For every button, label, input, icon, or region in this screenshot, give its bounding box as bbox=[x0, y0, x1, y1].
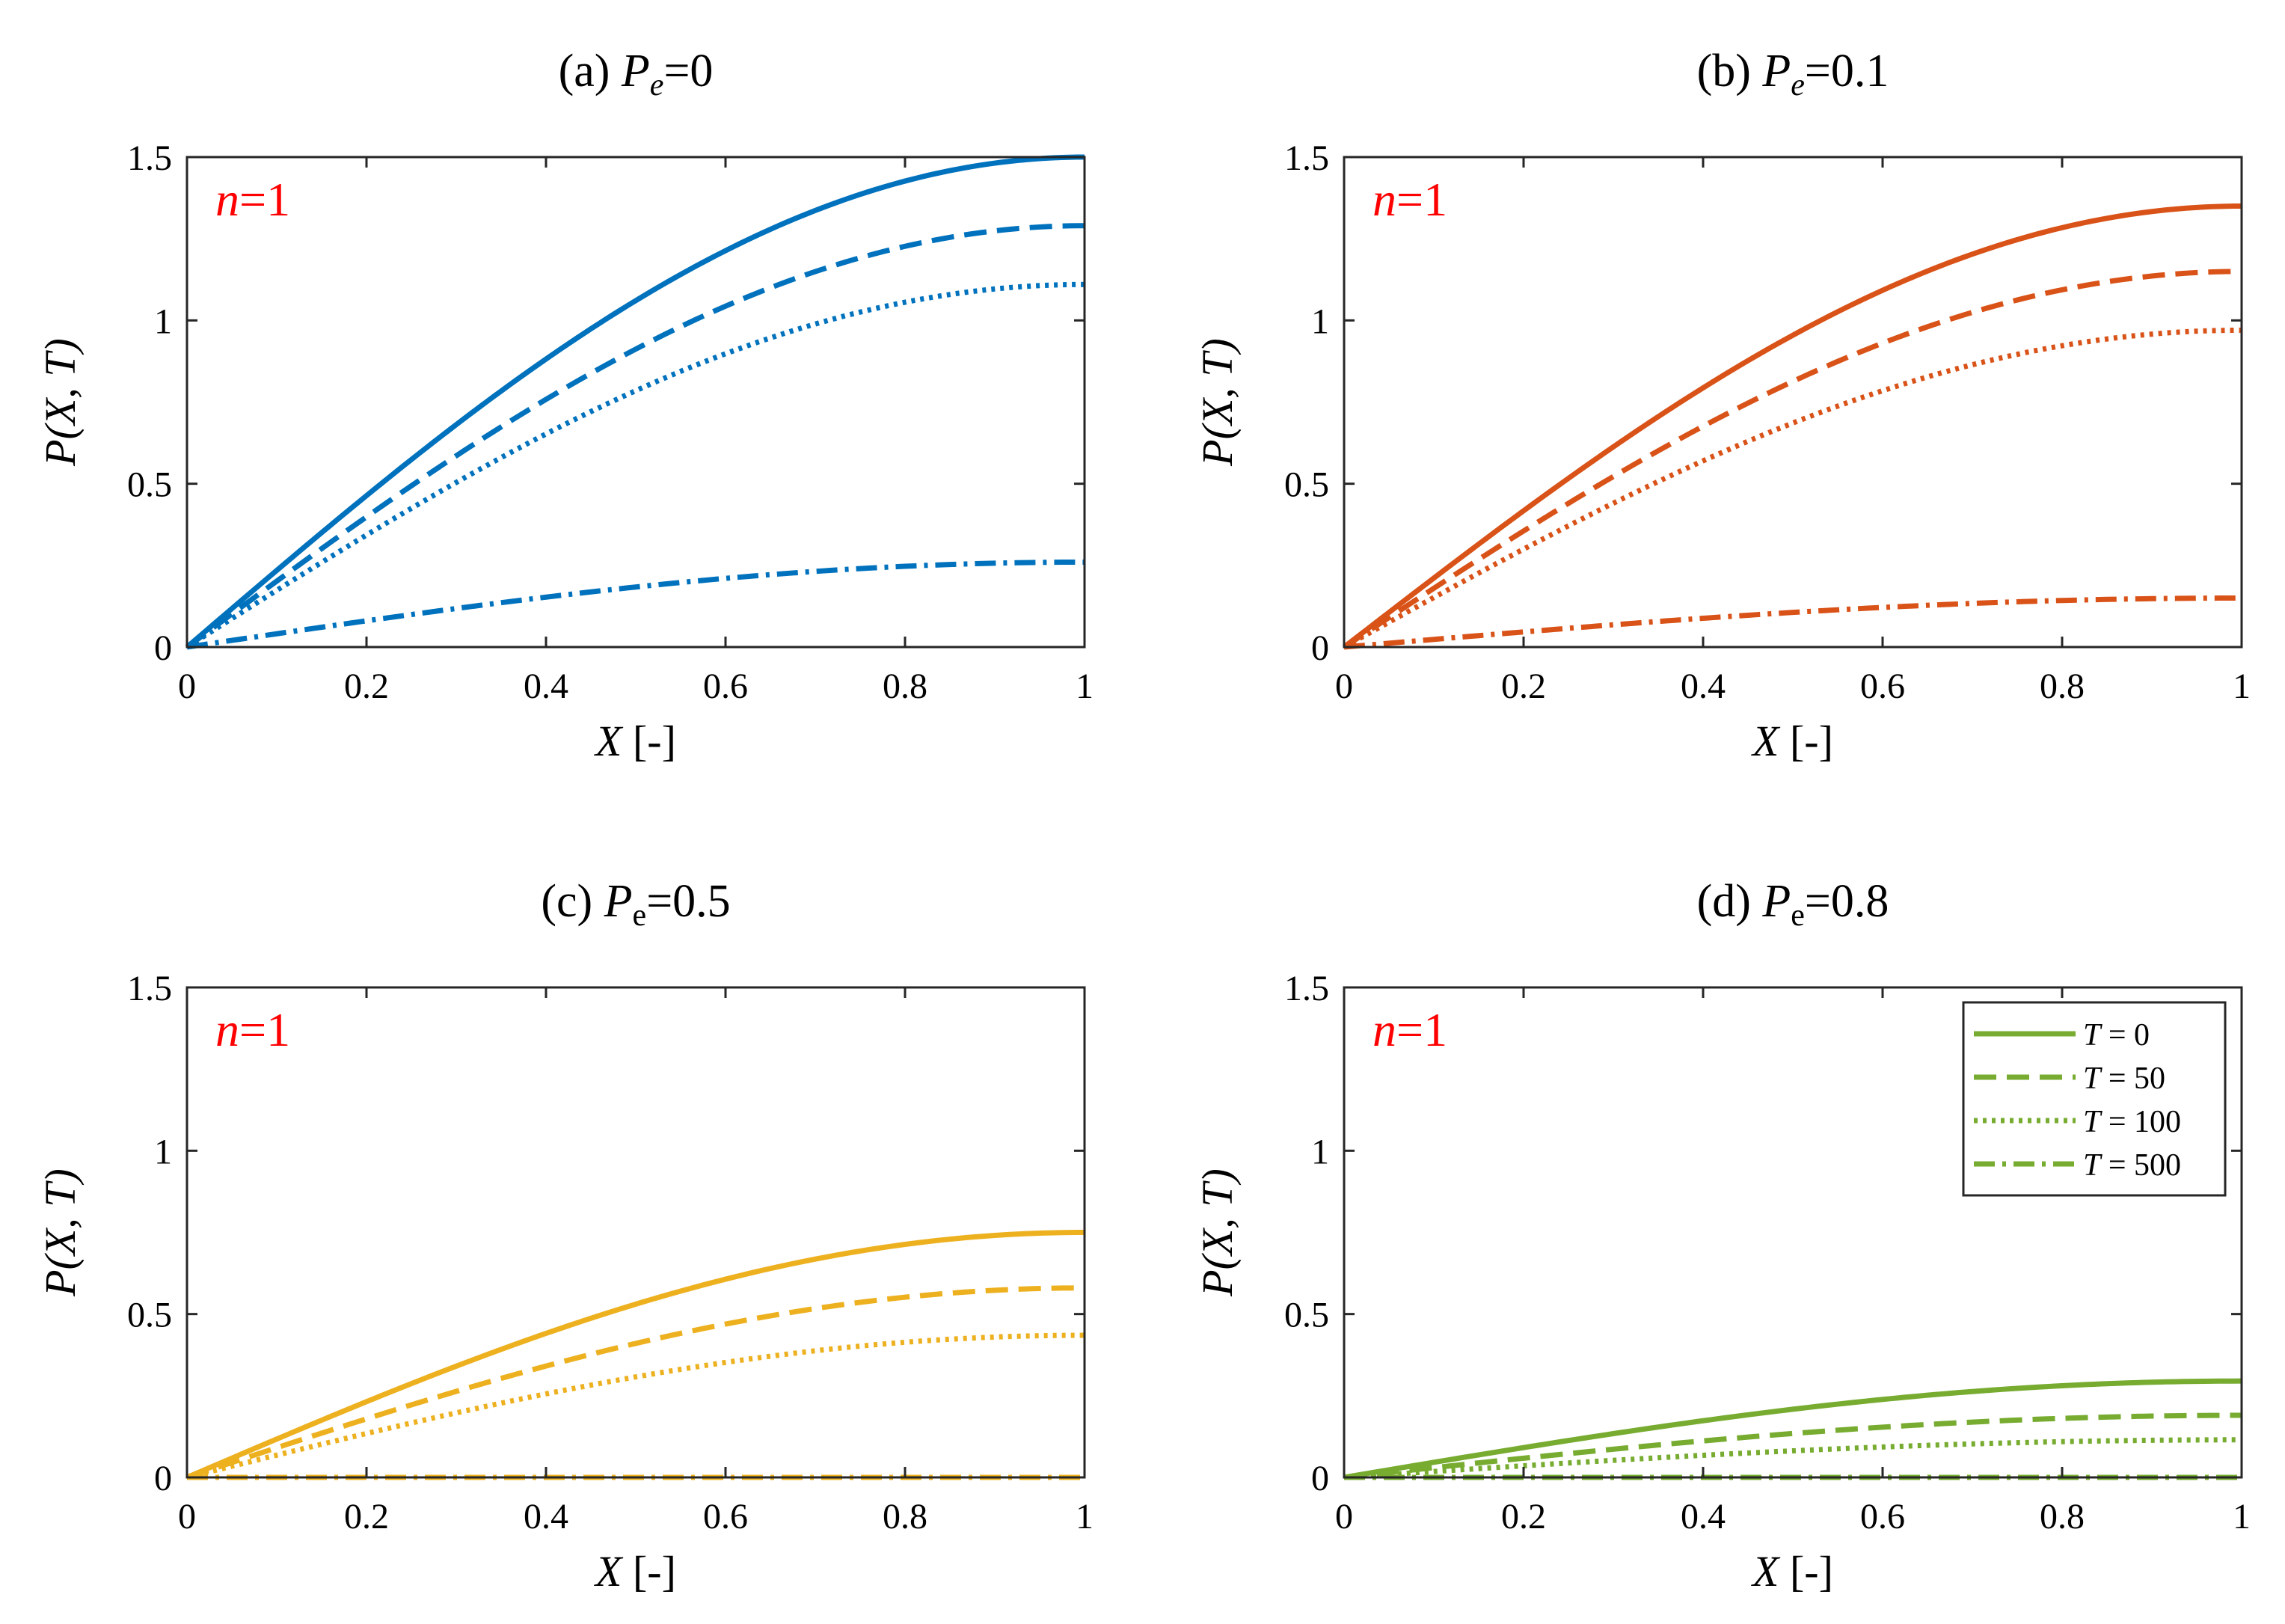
x-tick-label: 0 bbox=[1335, 667, 1353, 706]
subplot-title: (b) Pe=0.1 bbox=[1697, 46, 1889, 102]
y-axis-label: P(X, T) bbox=[36, 1168, 85, 1297]
x-tick-label: 0.8 bbox=[883, 1497, 927, 1536]
x-tick-label: 0 bbox=[178, 667, 196, 706]
y-tick-label: 0.5 bbox=[127, 1296, 172, 1335]
y-tick-label: 0 bbox=[1311, 628, 1329, 668]
x-tick-label: 0.2 bbox=[344, 667, 389, 706]
x-axis-label: X [-] bbox=[1751, 1547, 1833, 1596]
legend-label: T = 50 bbox=[2083, 1061, 2165, 1096]
subplot-title: (a) Pe=0 bbox=[559, 46, 714, 102]
y-tick-label: 1.5 bbox=[127, 969, 172, 1008]
x-tick-label: 0.6 bbox=[1860, 1497, 1905, 1536]
y-tick-label: 0 bbox=[1311, 1459, 1329, 1498]
n-annotation: n=1 bbox=[1372, 1003, 1447, 1056]
axes-box bbox=[185, 986, 1086, 1479]
x-axis-label: X [-] bbox=[594, 717, 676, 765]
subplot-a: (a) Pe=0 0 0.2 0.4 0.6 0.8 1 0 0.5 1 1.5 X [-] P(X, … bbox=[36, 46, 1094, 765]
axes-box bbox=[1343, 156, 2243, 649]
y-tick-label: 0.5 bbox=[1284, 1296, 1329, 1335]
y-tick-label: 0.5 bbox=[1284, 465, 1329, 505]
x-tick-label: 0.6 bbox=[1860, 667, 1905, 706]
n-annotation: n=1 bbox=[215, 1003, 290, 1056]
x-tick-label: 0.6 bbox=[703, 1497, 748, 1536]
x-tick-label: 0.2 bbox=[1501, 1497, 1546, 1536]
legend-label: T = 100 bbox=[2083, 1105, 2181, 1139]
x-tick-label: 1 bbox=[2233, 667, 2251, 706]
subplot-b: (b) Pe=0.1 0 0.2 0.4 0.6 0.8 1 0 0.5 1 1.5 X [-] P(X… bbox=[1193, 46, 2251, 765]
series-line-100 bbox=[1343, 327, 2242, 650]
series-line-50 bbox=[1343, 1412, 2242, 1480]
y-axis-label: P(X, T) bbox=[36, 338, 85, 467]
series-line-50 bbox=[1343, 269, 2242, 649]
x-tick-label: 0.4 bbox=[1681, 1497, 1726, 1536]
series-line-100 bbox=[185, 281, 1085, 649]
subplot-d: (d) Pe=0.8 0 0.2 0.4 0.6 0.8 1 0 0.5 1 1.5 X [-] P(X… bbox=[1193, 876, 2251, 1596]
x-tick-label: 0 bbox=[178, 1497, 196, 1536]
legend-label: T = 500 bbox=[2083, 1148, 2181, 1183]
n-annotation: n=1 bbox=[215, 173, 290, 226]
x-tick-label: 0.8 bbox=[883, 667, 927, 706]
series-line-100 bbox=[1343, 1437, 2242, 1480]
subplot-title: (c) Pe=0.5 bbox=[541, 876, 730, 933]
axes-box bbox=[1343, 986, 2243, 1479]
x-tick-label: 0.8 bbox=[2040, 667, 2085, 706]
series-line-0 bbox=[1342, 203, 2242, 649]
x-tick-label: 0.4 bbox=[524, 1497, 568, 1536]
y-tick-label: 1.5 bbox=[1284, 969, 1329, 1008]
x-tick-label: 0.8 bbox=[2040, 1497, 2085, 1536]
subplot-c: (c) Pe=0.5 0 0.2 0.4 0.6 0.8 1 0 0.5 1 1.5 X [-] P(X… bbox=[36, 876, 1094, 1596]
x-tick-label: 0.4 bbox=[1681, 667, 1726, 706]
y-tick-label: 1.5 bbox=[1284, 138, 1329, 178]
y-tick-label: 1 bbox=[154, 301, 172, 341]
series-line-0 bbox=[185, 1230, 1085, 1480]
x-tick-label: 0 bbox=[1335, 1497, 1353, 1536]
x-axis-label: X [-] bbox=[594, 1547, 676, 1596]
y-tick-label: 0 bbox=[154, 1459, 172, 1498]
series-line-50 bbox=[185, 1285, 1085, 1480]
legend-label: T = 0 bbox=[2083, 1018, 2150, 1052]
series-line-100 bbox=[186, 1332, 1085, 1480]
x-tick-label: 0.6 bbox=[703, 667, 748, 706]
series-line-500 bbox=[1343, 595, 2242, 650]
y-tick-label: 1 bbox=[154, 1132, 172, 1171]
axes-box bbox=[185, 156, 1086, 649]
x-axis-label: X [-] bbox=[1751, 717, 1833, 765]
x-tick-label: 1 bbox=[1076, 1497, 1094, 1536]
y-tick-label: 0 bbox=[154, 628, 172, 668]
n-annotation: n=1 bbox=[1372, 173, 1447, 226]
y-axis-label: P(X, T) bbox=[1193, 338, 1242, 467]
x-tick-label: 0.2 bbox=[1501, 667, 1546, 706]
x-tick-label: 0.2 bbox=[344, 1497, 389, 1536]
x-tick-label: 1 bbox=[1076, 667, 1094, 706]
y-tick-label: 1.5 bbox=[127, 138, 172, 178]
series-line-0 bbox=[185, 154, 1085, 649]
x-tick-label: 0.4 bbox=[524, 667, 568, 706]
series-line-50 bbox=[185, 223, 1085, 649]
y-tick-label: 0.5 bbox=[127, 465, 172, 505]
y-tick-label: 1 bbox=[1311, 301, 1329, 341]
series-line-500 bbox=[186, 559, 1085, 650]
series-line-0 bbox=[1343, 1378, 2242, 1480]
y-axis-label: P(X, T) bbox=[1193, 1168, 1242, 1297]
subplot-title: (d) Pe=0.8 bbox=[1697, 876, 1889, 933]
x-tick-label: 1 bbox=[2233, 1497, 2251, 1536]
y-tick-label: 1 bbox=[1311, 1132, 1329, 1171]
legend: T = 0 T = 50 T = 100 T = 500 bbox=[1962, 1001, 2227, 1197]
